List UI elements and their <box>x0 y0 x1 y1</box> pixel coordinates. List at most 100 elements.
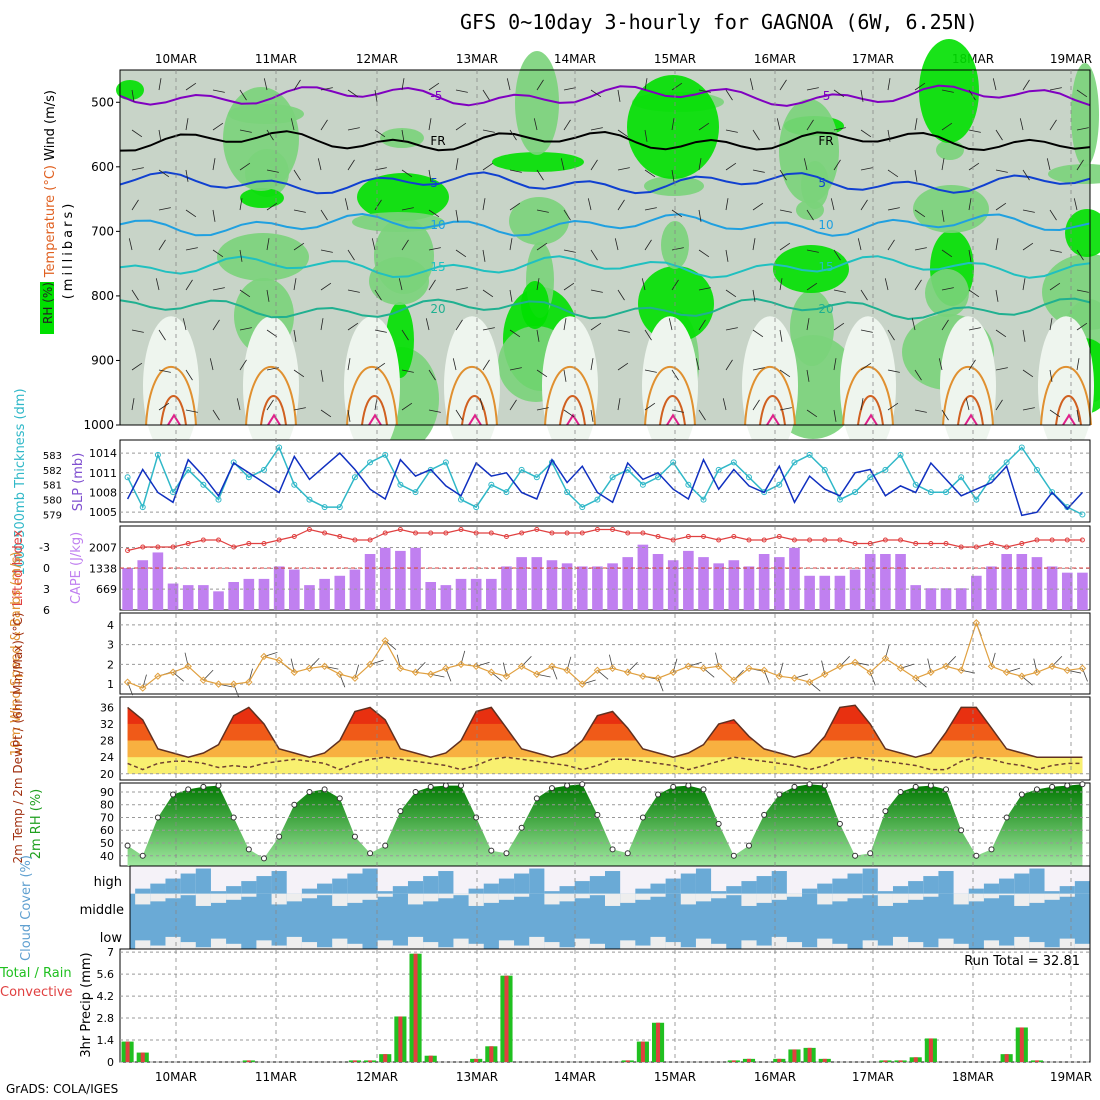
wind-barb <box>941 122 953 131</box>
wind-barb <box>590 159 598 171</box>
wind-barb <box>185 409 198 413</box>
cloud-high-bar <box>908 881 924 894</box>
li-point <box>988 541 994 546</box>
cloud-high-bar <box>1059 886 1075 894</box>
wind-barb <box>131 329 144 333</box>
rh-dry-fill <box>243 316 299 457</box>
wind-barb <box>833 249 841 261</box>
wind-barb <box>506 78 511 91</box>
li-point <box>200 537 206 543</box>
wind-barb <box>128 238 133 251</box>
rh-contour-fill <box>936 140 964 160</box>
cape-bar <box>955 588 967 610</box>
temperature-band-mild <box>127 740 1083 758</box>
cloud-middle-clear <box>892 893 909 903</box>
wind-barb <box>887 239 895 251</box>
rh-dry-fill <box>143 316 199 457</box>
cloud-middle-clear <box>241 893 257 897</box>
wind-barb <box>698 287 711 291</box>
li-point <box>170 544 176 550</box>
cloud-high-bar <box>589 876 605 894</box>
wind-speed-point <box>896 664 905 673</box>
precip-convective-bar <box>822 1058 827 1062</box>
li-point <box>140 544 146 550</box>
li-point <box>958 544 964 550</box>
cloud-low-clear <box>953 943 969 949</box>
wind-barb <box>1046 158 1051 171</box>
wind-barb <box>1049 249 1062 253</box>
wind-barb <box>725 89 733 101</box>
li-point <box>125 548 131 553</box>
wind-barb <box>320 119 328 131</box>
rh-point <box>806 781 813 788</box>
wind-barb <box>887 129 891 142</box>
thickness-point <box>685 481 692 488</box>
wind-barb <box>428 209 440 218</box>
cape-bar <box>1016 554 1028 610</box>
cloud-high-bar <box>741 881 757 894</box>
bottom-date-label: 16MAR <box>754 1070 796 1084</box>
wind-barb <box>968 327 981 331</box>
wind-barb <box>914 169 918 182</box>
cape-bar <box>1061 572 1073 610</box>
rh-point <box>473 814 480 821</box>
wind-barb <box>1022 79 1030 91</box>
wind-barb <box>536 169 544 181</box>
cloud-middle-clear <box>165 893 181 899</box>
wind-speed-point <box>805 678 814 686</box>
wind-speed-point <box>517 662 526 671</box>
rh-contour-fill <box>240 188 284 208</box>
wind-barb <box>509 367 522 371</box>
wind-tick-label: 2 <box>107 658 114 671</box>
cloud-middle-clear <box>514 893 530 897</box>
rh-tick-label: 90 <box>100 786 114 799</box>
thickness-point <box>397 481 404 488</box>
cape-bar <box>470 578 482 610</box>
li-point <box>473 530 479 536</box>
wind-speed-point <box>199 676 208 684</box>
cloud-high-bar <box>529 868 545 894</box>
wind-barb <box>833 89 845 98</box>
cloud-high-bar <box>271 871 287 894</box>
cloud-low-clear <box>1029 942 1045 949</box>
wind-barb <box>644 369 657 373</box>
top-date-label: 14MAR <box>554 52 596 66</box>
temperature-band-warm <box>127 723 1083 741</box>
wind-barb <box>725 327 738 331</box>
wind-barb <box>938 358 943 371</box>
isotherm-label: 15 <box>430 260 445 274</box>
top-date-label: 13MAR <box>456 52 498 66</box>
wind-barb <box>833 409 837 422</box>
wind-speed-point <box>942 662 950 671</box>
thickness-point <box>488 481 495 488</box>
wind-barb <box>239 162 251 171</box>
thickness-point <box>336 504 343 511</box>
wind-barb <box>752 129 760 141</box>
cloud-high-bar <box>317 883 333 894</box>
cloud-middle-clear <box>695 893 712 902</box>
cape-bar <box>198 585 209 610</box>
cloud-high-bar <box>195 868 211 894</box>
slp-tick-label: 1008 <box>89 486 117 499</box>
rh-point <box>745 842 752 849</box>
wind-barb <box>887 207 900 211</box>
wind-barb <box>698 158 702 171</box>
precip-convective-bar <box>413 953 418 1062</box>
cloud-middle-clear <box>1014 893 1030 906</box>
rh-point <box>1049 783 1056 790</box>
wind-barb <box>1073 198 1078 211</box>
cloud-middle-clear <box>574 893 590 899</box>
rh-legend-label: RH (%) <box>41 282 55 324</box>
li-point <box>185 541 191 546</box>
cloud-low-clear <box>741 940 757 949</box>
cloud-high-bar <box>468 888 484 894</box>
rh-contour-fill <box>1042 254 1100 330</box>
wind-barb <box>1076 322 1088 331</box>
rh-point <box>412 788 419 795</box>
wind-barb <box>914 247 927 251</box>
wind-speed-point <box>290 668 299 676</box>
cape-bar <box>137 560 149 610</box>
wind-barb <box>752 399 760 411</box>
